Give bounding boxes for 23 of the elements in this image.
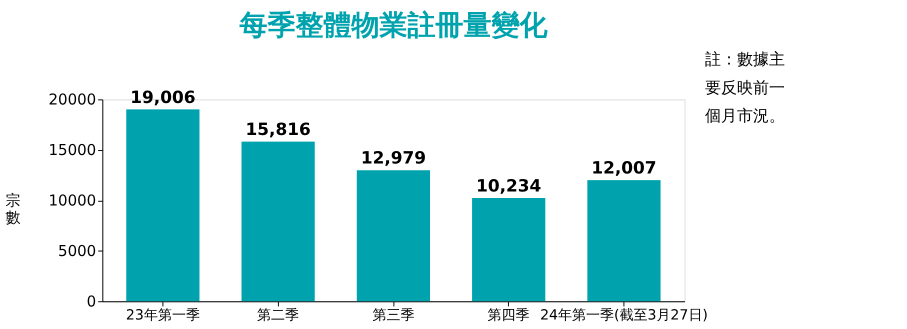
data-label: 19,006 <box>130 86 196 107</box>
x-tick-label: 第三季 <box>372 308 414 324</box>
x-tick-label: 第二季 <box>257 308 300 324</box>
data-label: 12,979 <box>360 148 426 168</box>
bar <box>587 180 661 302</box>
y-tick-label: 0 <box>86 292 96 310</box>
bar <box>472 198 546 302</box>
x-tick-label: 第四季 <box>488 308 530 324</box>
y-tick-label: 10000 <box>48 191 96 210</box>
bar <box>356 170 430 302</box>
y-tick-label: 20000 <box>48 90 96 109</box>
y-tick-label: 15000 <box>48 141 96 160</box>
chart-title: 每季整體物業註冊量變化 <box>238 8 548 42</box>
data-label: 15,816 <box>246 119 311 140</box>
data-label: 12,007 <box>591 158 657 178</box>
bar <box>242 142 315 302</box>
y-tick-label: 5000 <box>58 242 96 260</box>
x-tick-label: 23年第一季 <box>126 308 200 324</box>
x-tick-label: 24年第一季(截至3月27日) <box>540 308 708 324</box>
data-label: 10,234 <box>476 175 542 196</box>
bar <box>126 109 200 302</box>
y-axis-title: 宗數 <box>5 191 20 226</box>
text: 註：數據主要反映前一個月市況。 <box>705 50 786 125</box>
